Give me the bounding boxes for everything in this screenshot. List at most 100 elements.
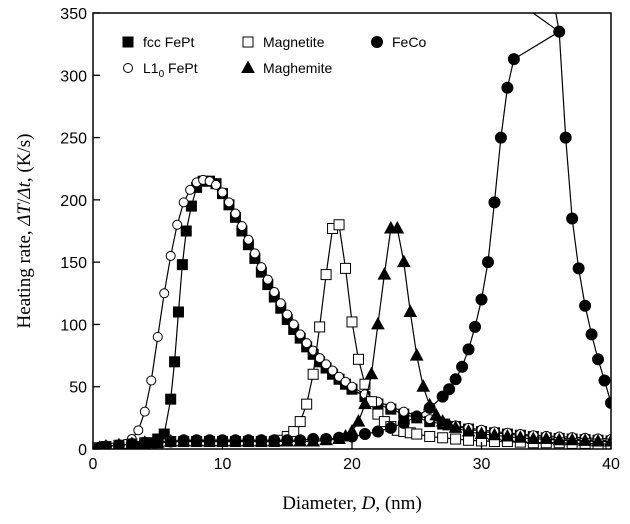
data-point-feco [294,434,307,447]
data-point-feco [99,440,112,449]
data-point-feco [397,416,410,429]
data-point-l1-fept [230,208,241,219]
data-point-l1-fept [217,187,228,198]
data-point-maghemite [565,432,579,446]
data-point-l1-fept [139,406,150,417]
series-layer [93,13,611,449]
data-point-feco [268,434,281,447]
legend-label-feco: FeCo [392,34,426,50]
data-point-l1-fept [262,274,273,285]
data-point-l1-fept [275,298,286,309]
data-point-l1-fept [133,425,144,436]
data-point-magnetite [424,431,436,443]
data-point-l1-fept [340,376,351,387]
legend-marker-magnetite [242,36,254,48]
data-point-maghemite [364,366,379,380]
data-point-feco [553,25,566,38]
data-point-maghemite [351,414,366,427]
data-point-l1-fept [243,234,254,245]
data-point-feco [481,256,494,269]
data-point-magnetite [437,432,449,444]
y-tick-label: 150 [60,255,87,272]
data-point-fcc-fept [158,428,170,440]
data-point-feco [320,433,333,446]
data-point-feco [203,434,216,447]
data-point-feco [475,293,488,306]
legend: fcc FePt L10 FePt Magnetite Maghemite FeCo [122,34,426,80]
data-point-magnetite [340,262,352,274]
data-point-feco [423,401,436,414]
y-tick-label: 250 [60,131,87,148]
data-point-feco [371,425,384,438]
data-point-maghemite [358,396,372,410]
data-point-feco [494,131,507,144]
y-axis-title: Heating rate, ΔT/Δt, (K/s) [14,134,35,329]
data-point-feco [585,328,598,341]
legend-label-maghemite: Maghemite [263,60,332,76]
data-point-l1-fept [321,359,332,370]
data-point-feco [592,353,605,366]
data-point-feco [605,396,611,409]
y-tick-label: 50 [69,380,87,397]
data-point-magnetite [372,408,384,420]
data-point-magnetite [346,316,358,328]
legend-label-fcc-fept: fcc FePt [143,34,194,50]
data-point-feco [281,434,294,447]
data-point-l1-fept [288,319,299,330]
data-point-maghemite [539,431,554,445]
legend-label-magnetite: Magnetite [263,34,325,50]
data-point-feco [566,212,579,225]
data-point-feco [358,428,371,441]
x-tick-label: 0 [89,456,98,473]
data-point-feco [501,81,514,94]
data-point-fcc-fept [172,306,184,318]
data-point-magnetite [288,426,300,438]
data-point-l1-fept [211,179,222,190]
data-point-feco [559,131,572,144]
data-point-l1-fept [295,329,306,340]
data-point-l1-fept [334,371,345,382]
data-point-l1-fept [223,197,234,208]
data-point-feco [462,343,475,356]
data-point-l1-fept [256,262,267,273]
data-point-maghemite [435,414,450,427]
data-point-magnetite [463,434,475,446]
x-tick-label: 30 [473,456,491,473]
data-point-feco [449,373,462,386]
data-point-feco [410,410,423,423]
data-point-feco [164,435,177,448]
data-point-fcc-fept [165,393,177,405]
data-point-magnetite [450,433,462,445]
data-point-magnetite [333,219,345,231]
data-point-feco [333,431,346,444]
data-point-magnetite [314,321,326,333]
y-tick-label: 200 [60,193,87,210]
data-point-l1-fept [146,375,157,386]
data-point-feco [507,53,520,66]
data-point-maghemite [461,424,476,437]
data-point-maghemite [448,420,463,433]
data-point-magnetite [320,269,332,281]
data-point-maghemite [409,348,424,361]
y-tick-label: 300 [60,68,87,85]
data-point-maghemite [591,433,605,447]
data-point-l1-fept [398,406,409,417]
data-point-l1-fept [347,381,357,392]
data-point-feco [572,262,585,275]
data-point-feco [436,390,449,403]
data-point-fcc-fept [180,225,192,237]
data-point-feco [177,434,190,447]
data-point-fcc-fept [169,356,181,368]
data-point-l1-fept [327,365,338,376]
legend-marker-fcc-fept [122,36,134,48]
data-point-maghemite [604,433,611,447]
y-tick-label: 0 [78,442,87,459]
x-tick-label: 40 [602,456,620,473]
data-point-magnetite [307,368,319,380]
data-point-feco [346,430,358,443]
data-point-maghemite [487,427,502,441]
data-point-feco [138,436,151,449]
data-point-l1-fept [165,250,176,261]
data-point-l1-fept [282,309,293,320]
data-point-maghemite [390,220,405,234]
